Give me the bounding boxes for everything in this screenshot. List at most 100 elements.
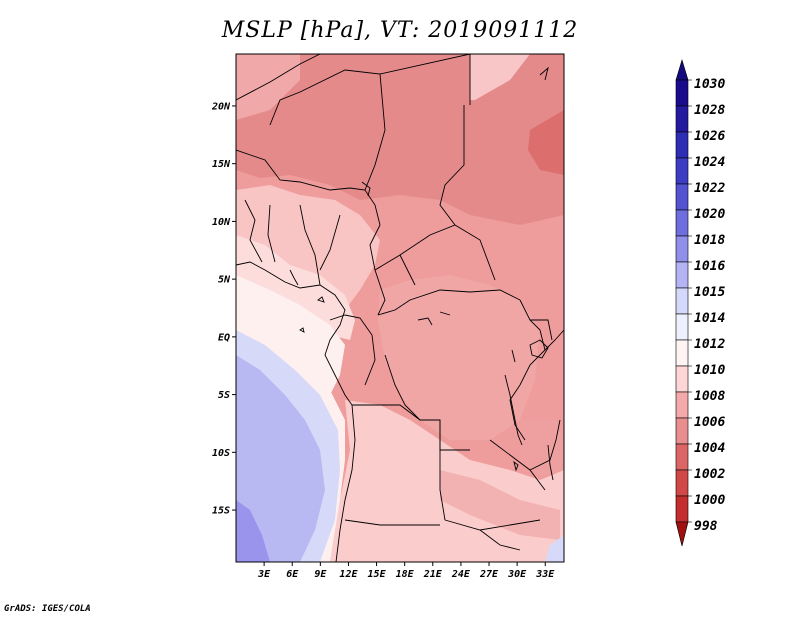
- lon-tick-label: 3E: [257, 569, 271, 580]
- lake-congo-1: [417, 317, 433, 326]
- lat-tick-label: EQ: [218, 332, 230, 343]
- lon-tick-label: 27E: [479, 569, 499, 580]
- field-zone-1015-se: [545, 535, 564, 562]
- field-zone-1018-corner: [236, 500, 270, 562]
- colorbar-label: 1014: [694, 311, 725, 326]
- colorbar-label: 1030: [694, 77, 725, 92]
- lon-tick-label: 9E: [314, 569, 327, 580]
- lat-tick-label: 15N: [212, 159, 231, 170]
- field-zone-1014-ocean: [236, 275, 345, 395]
- colorbar-swatch: [675, 261, 689, 289]
- border-west-3: [299, 204, 321, 286]
- grads-credit: GrADS: IGES/COLA: [4, 604, 91, 614]
- lon-tick-label: 21E: [423, 569, 443, 580]
- colorbar-label: 1010: [694, 363, 725, 378]
- border-east-7: [544, 329, 564, 351]
- colorbar-swatch: [675, 105, 689, 133]
- border-north-1: [236, 54, 321, 101]
- lake-chad: [361, 181, 371, 197]
- colorbar-label: 1006: [694, 415, 725, 430]
- lake-congo-2: [439, 311, 451, 316]
- border-east-5: [479, 529, 521, 551]
- lon-tick-label: 6E: [286, 569, 299, 580]
- longitude-axis: 3E 6E 9E 12E 15E 18E 21E 24E 27E 30E 33E: [257, 562, 555, 580]
- lon-tick-label: 12E: [339, 569, 358, 580]
- country-borders: [236, 54, 564, 562]
- colorbar-label: 1024: [694, 155, 725, 170]
- colorbar-swatch: [675, 443, 689, 471]
- border-west-4: [319, 214, 341, 271]
- border-north-2: [269, 91, 301, 126]
- lake-tanganyika: [504, 374, 523, 446]
- field-zone-1010-west: [236, 185, 380, 320]
- lon-tick-label: 18E: [396, 569, 415, 580]
- colorbar-label: 1018: [694, 233, 725, 248]
- colorbar-label: 1020: [694, 207, 725, 222]
- colorbar-label: 1022: [694, 181, 725, 196]
- colorbar-label: 1016: [694, 259, 725, 274]
- border-west-2: [267, 204, 276, 263]
- lat-tick-label: 15S: [212, 506, 230, 517]
- border-north-4: [379, 54, 471, 75]
- border-east-6: [529, 419, 561, 471]
- latitude-axis: 20N 15N 10N 5N EQ 5S 10S 15S: [211, 101, 236, 517]
- lon-tick-label: 15E: [368, 569, 387, 580]
- colorbar-label: 1026: [694, 129, 725, 144]
- border-north-3: [299, 69, 386, 191]
- border-angola-north: [352, 404, 470, 451]
- border-north-7: [236, 149, 381, 226]
- map-frame: [235, 53, 565, 563]
- colorbar-swatch: [675, 287, 689, 315]
- border-north-6: [439, 105, 465, 226]
- border-east-3: [489, 439, 546, 491]
- pressure-field: [236, 54, 564, 562]
- field-zone-1010-congo: [378, 275, 540, 440]
- island-bioko: [317, 296, 325, 303]
- lon-tick-label: 30E: [507, 569, 527, 580]
- border-east-2: [509, 384, 526, 441]
- colorbar-swatch: [675, 391, 689, 419]
- lake-victoria: [529, 339, 549, 359]
- colorbar-swatch: [675, 209, 689, 237]
- colorbar-bottom-arrow: [675, 521, 689, 547]
- colorbar-swatch: [675, 365, 689, 393]
- colorbar-top-arrow: [675, 58, 689, 81]
- border-east-1: [519, 299, 546, 386]
- colorbar: 1030 1028 1026 1024 1022 1020 1018 1016 1015 1014…: [675, 58, 725, 547]
- field-zone-1004: [528, 110, 564, 175]
- border-angola-south: [344, 519, 440, 526]
- colorbar-label: 1004: [694, 441, 725, 456]
- lat-tick-label: 5N: [218, 275, 231, 286]
- colorbar-swatch: [675, 313, 689, 341]
- colorbar-label: 1000: [694, 493, 725, 508]
- colorbar-swatch: [675, 339, 689, 367]
- colorbar-swatch: [675, 131, 689, 159]
- lake-malawi: [547, 444, 554, 481]
- border-east-4: [444, 519, 541, 531]
- lake-ne: [539, 66, 549, 81]
- field-zone-1008-se: [520, 420, 564, 475]
- lon-tick-label: 24E: [451, 569, 471, 580]
- field-zone-1016-ocean: [236, 355, 325, 562]
- colorbar-label: 998: [694, 519, 718, 534]
- border-central-2: [374, 224, 496, 281]
- border-angola-east: [439, 420, 446, 521]
- field-zone-1012-coast: [236, 235, 355, 340]
- field-zone-1006: [236, 54, 564, 225]
- colorbar-label: 1002: [694, 467, 725, 482]
- field-zone-1010-north: [470, 54, 530, 100]
- lon-tick-label: 33E: [535, 569, 555, 580]
- lat-tick-label: 5S: [218, 390, 230, 401]
- lat-tick-label: 10S: [212, 448, 230, 459]
- border-congo: [377, 289, 521, 316]
- lake-angola: [513, 460, 519, 472]
- colorbar-swatch: [675, 235, 689, 263]
- colorbar-swatch: [675, 495, 689, 523]
- lat-tick-label: 20N: [211, 101, 231, 112]
- field-zone-1008-nw: [236, 54, 300, 120]
- coastline: [236, 261, 356, 562]
- field-zone-1010-south: [440, 470, 560, 540]
- border-gabon: [329, 314, 376, 386]
- colorbar-label: 1028: [694, 103, 725, 118]
